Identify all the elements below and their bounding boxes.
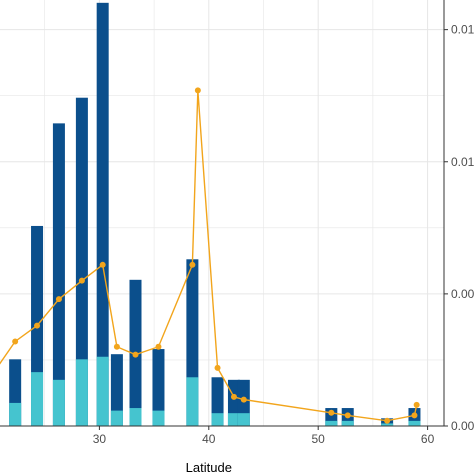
y-right-tick-label: 0.00 — [451, 287, 474, 301]
bar-inner — [381, 423, 394, 426]
panel-border — [0, 0, 445, 427]
x-tick-label: 50 — [312, 432, 326, 446]
bar-total — [96, 2, 109, 427]
line-point — [240, 396, 247, 403]
x-tick-label: 30 — [93, 432, 107, 446]
line-point — [411, 412, 418, 419]
bar-inner — [75, 359, 88, 426]
line-point — [230, 393, 237, 400]
line-point — [214, 364, 221, 371]
bar-inner — [110, 410, 123, 426]
bar-total — [110, 354, 123, 426]
bar-inner — [96, 356, 109, 426]
bar-inner — [152, 410, 165, 426]
line-point — [413, 401, 420, 408]
line-point — [55, 296, 62, 303]
y-right-tick-label: 0.01 — [451, 23, 474, 37]
bar-inner — [186, 377, 199, 426]
x-axis-title: Latitude — [186, 460, 232, 474]
bar-inner — [52, 379, 65, 426]
bar-series — [9, 2, 421, 427]
bar-inner — [31, 372, 44, 426]
line-point — [155, 343, 162, 350]
line-series — [0, 87, 420, 424]
line-point — [12, 338, 19, 345]
grid-lines — [0, 0, 444, 427]
line-point — [132, 351, 139, 358]
line-point — [78, 277, 85, 284]
bar-inner — [129, 408, 142, 426]
bar-inner — [227, 413, 240, 426]
bar-inner — [237, 413, 250, 426]
line-point — [99, 261, 106, 268]
bar-total — [75, 97, 88, 426]
line-point — [34, 322, 41, 329]
x-tick-label: 40 — [202, 432, 216, 446]
bar-total — [52, 123, 65, 426]
line-point — [344, 412, 351, 419]
x-tick-label: 60 — [421, 432, 435, 446]
y-right-tick-label: 0.01 — [451, 155, 474, 169]
axes: 30 40 50 60 0.00 0.00 0.01 0.01 — [93, 23, 474, 446]
line-point — [328, 409, 335, 416]
y-right-tick-label: 0.00 — [451, 419, 474, 433]
bar-inner — [325, 420, 338, 426]
line-point — [384, 417, 391, 424]
bar-inner — [408, 420, 421, 426]
bar-inner — [341, 420, 354, 426]
bar-inner — [211, 413, 224, 426]
line-point — [113, 343, 120, 350]
bar-total — [152, 349, 165, 426]
line-point — [194, 87, 201, 94]
line-point — [189, 261, 196, 268]
bar-inner — [9, 402, 22, 426]
